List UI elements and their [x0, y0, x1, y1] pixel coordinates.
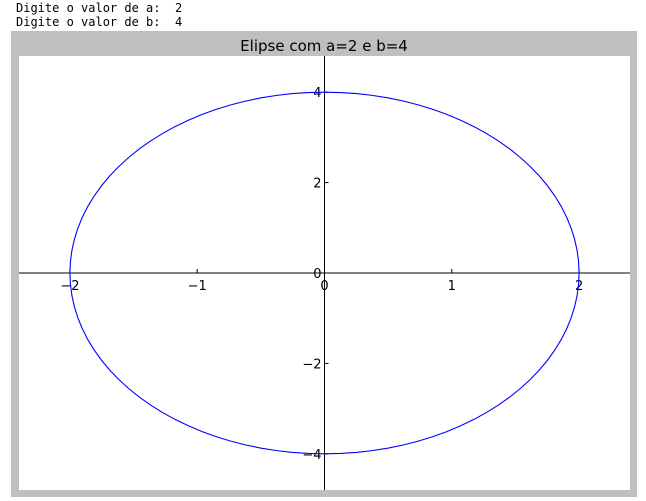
y-tick-label: 0 [313, 267, 321, 282]
figure-window: Elipse com a=2 e b=4 −2 −1 0 1 2 −4 −2 0 2 4 [11, 31, 637, 497]
series-layer [69, 91, 580, 455]
y-tick-label: 4 [313, 86, 321, 101]
console-output: Digite o valor de a: 2 Digite o valor de … [16, 1, 182, 29]
console-value-a: 2 [174, 1, 183, 15]
console-line-b: Digite o valor de b: 4 [16, 15, 182, 29]
ellipse-series-line [69, 91, 580, 455]
x-tick-label: −1 [188, 279, 207, 294]
x-tick-label: 0 [320, 279, 328, 294]
y-tick-label: 2 [313, 177, 321, 192]
console-prompt-a: Digite o valor de a: [16, 1, 161, 15]
x-tick-label: 1 [448, 279, 456, 294]
x-tick-label: 2 [575, 279, 583, 294]
console-prompt-b: Digite o valor de b: [16, 15, 161, 29]
chart-svg: Elipse com a=2 e b=4 −2 −1 0 1 2 −4 −2 0 2 4 [19, 37, 630, 490]
chart-title: Elipse com a=2 e b=4 [240, 37, 408, 55]
y-tick-label: −4 [302, 448, 321, 463]
y-tick-label: −2 [302, 357, 321, 372]
console-line-a: Digite o valor de a: 2 [16, 1, 182, 15]
console-value-b: 4 [174, 15, 183, 29]
x-tick-label: −2 [60, 279, 79, 294]
